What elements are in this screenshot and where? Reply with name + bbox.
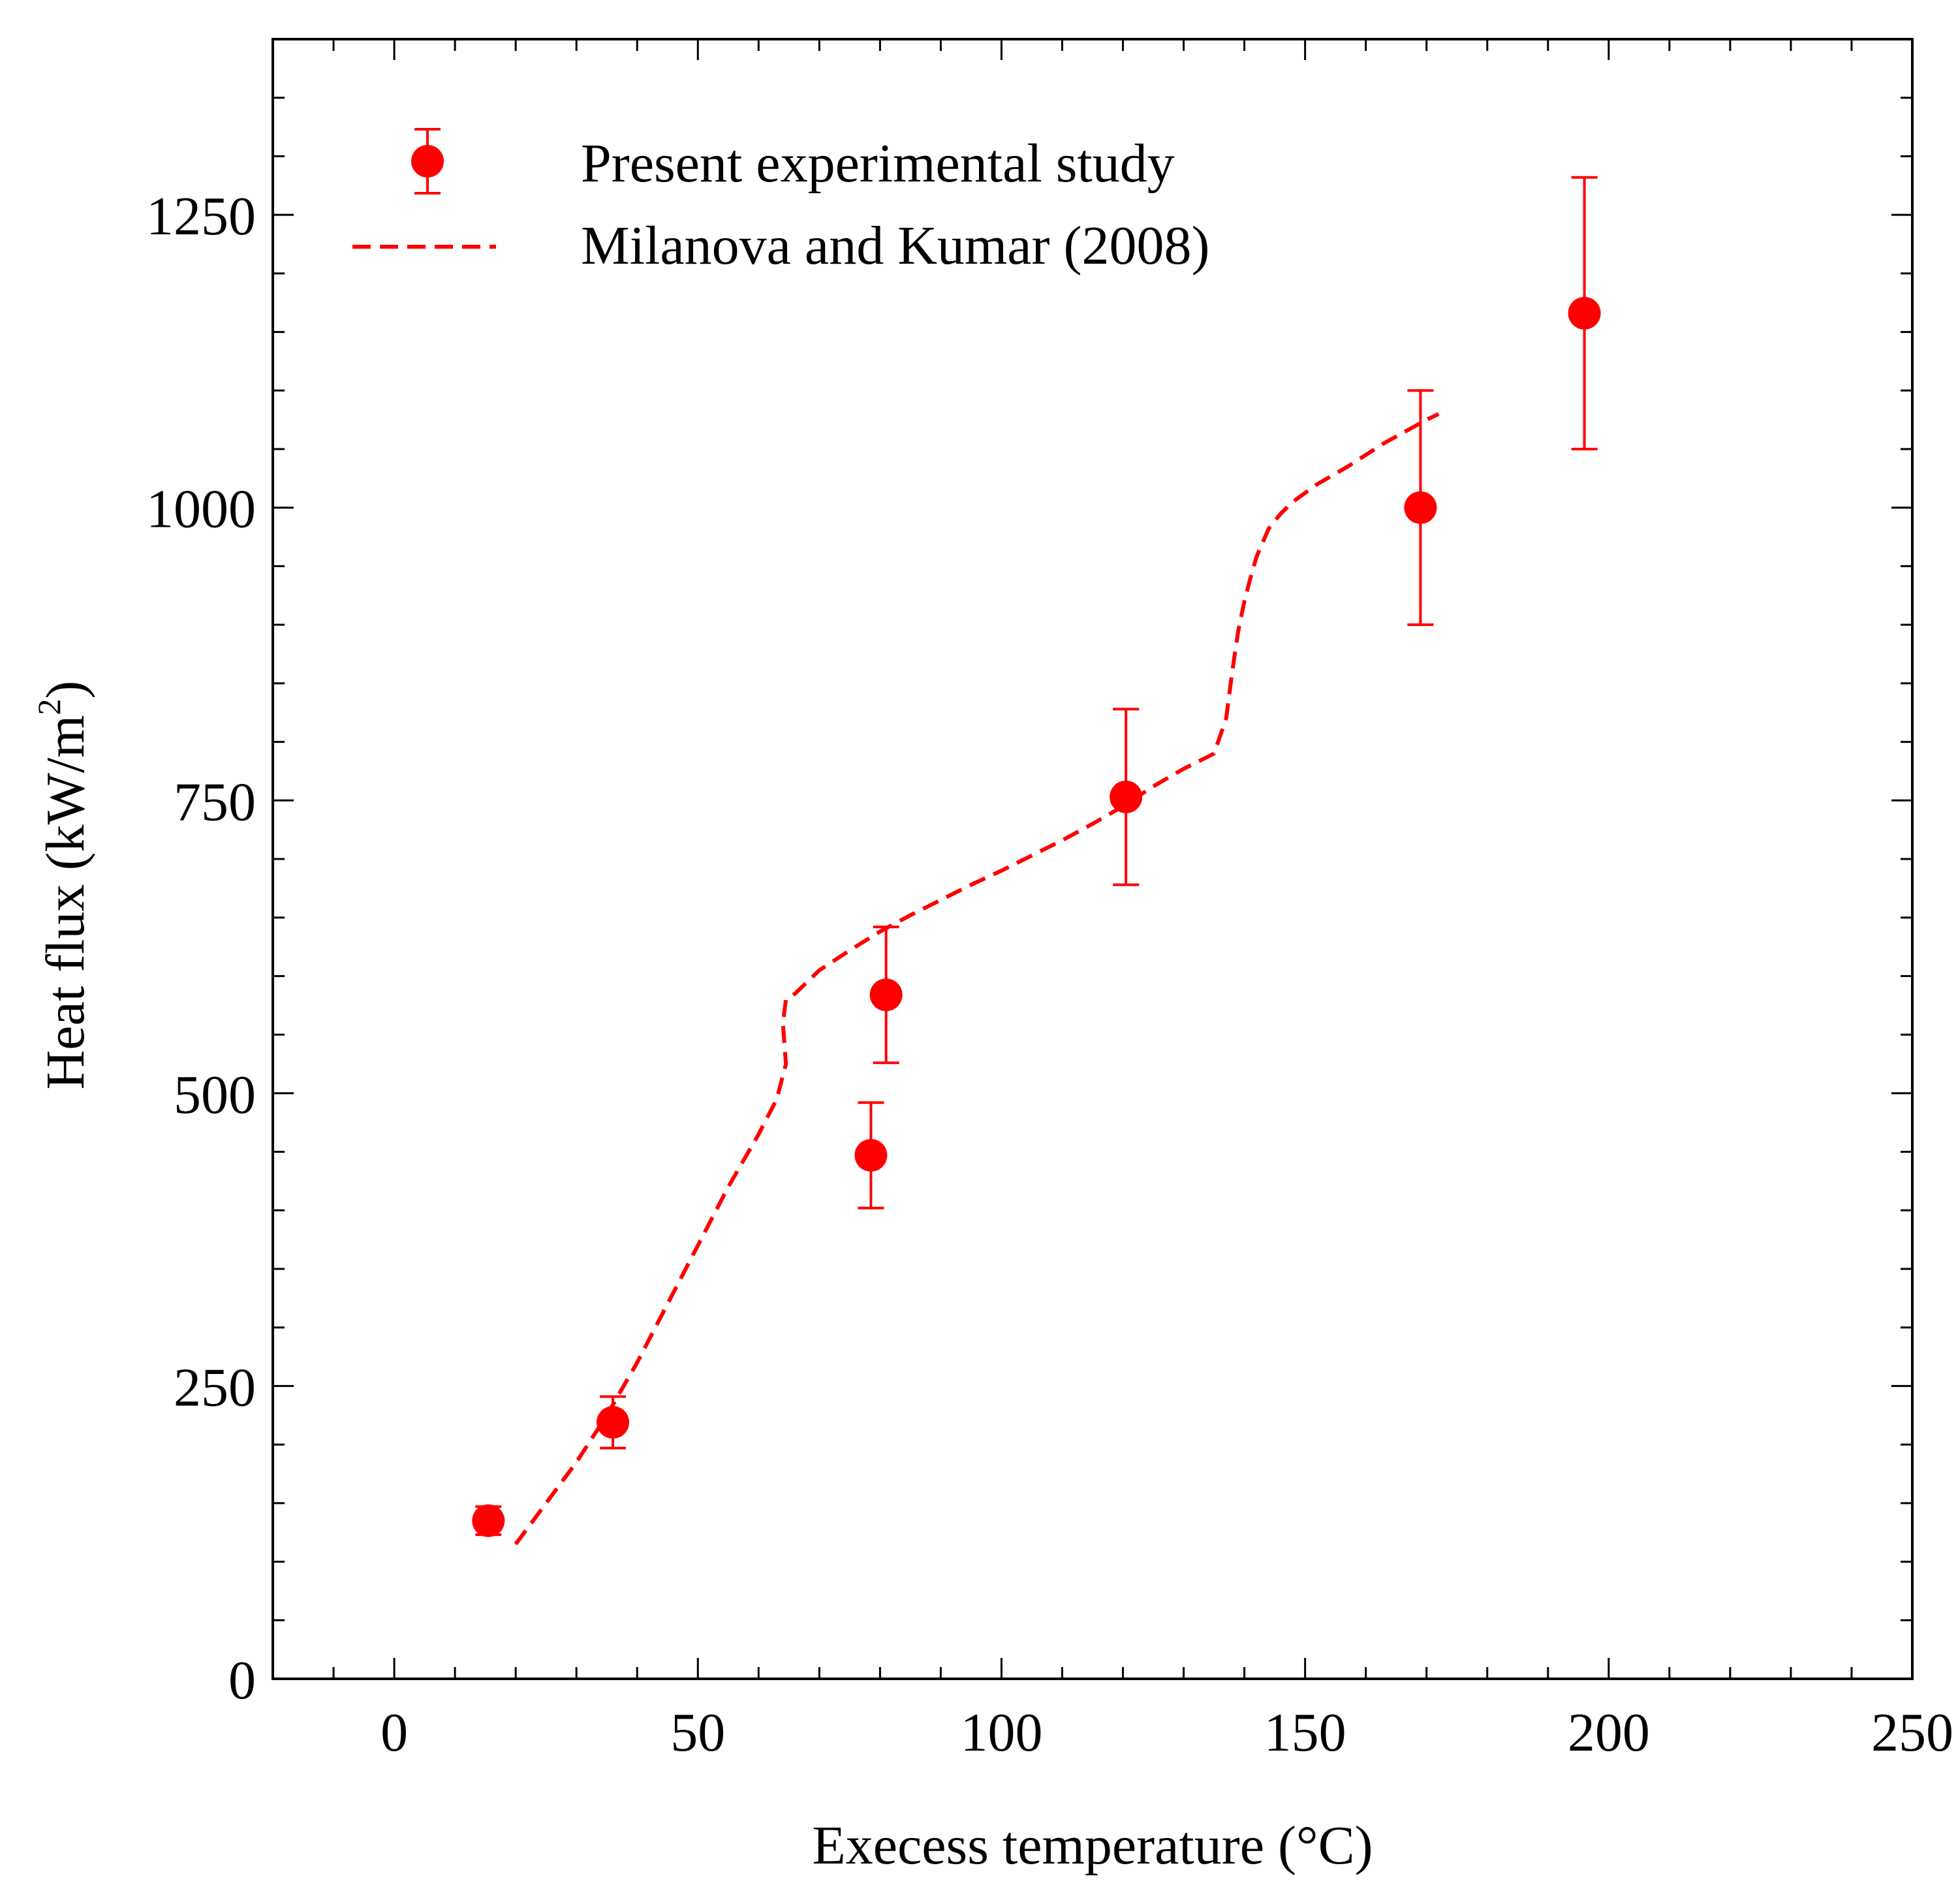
data-point xyxy=(472,1504,505,1537)
data-point xyxy=(1404,491,1437,524)
x-tick-label: 0 xyxy=(381,1702,408,1763)
legend: Present experimental study Milanova and … xyxy=(352,128,1209,276)
series-points-group xyxy=(472,176,1601,1537)
y-tick-label: 1250 xyxy=(146,186,256,247)
y-axis-label-suffix: ) xyxy=(35,681,96,699)
x-tick-labels: 0 50 100 150 200 250 xyxy=(381,1702,1953,1763)
series-line-group xyxy=(514,412,1440,1546)
y-tick-label: 0 xyxy=(228,1650,256,1711)
x-tick-label: 50 xyxy=(670,1702,725,1763)
data-point xyxy=(854,1138,888,1172)
plot-frame xyxy=(272,38,1914,1680)
y-tick-label: 750 xyxy=(174,772,256,832)
legend-label-experimental: Present experimental study xyxy=(581,133,1175,194)
y-axis-label-superscript: 2 xyxy=(31,699,67,715)
data-point xyxy=(597,1406,630,1439)
legend-marker xyxy=(411,145,444,178)
y-tick-label: 250 xyxy=(174,1357,256,1418)
y-tick-labels: 0 250 500 750 1000 1250 xyxy=(146,186,256,1711)
y-axis-label: Heat flux (kW/m2) xyxy=(31,681,96,1090)
minor-ticks xyxy=(272,38,1912,1679)
x-axis-label: Execess temperature (°C) xyxy=(812,1815,1373,1876)
milanova-kumar-dashed-line xyxy=(514,412,1440,1546)
y-tick-label: 500 xyxy=(174,1065,256,1125)
data-point xyxy=(1568,296,1601,330)
y-axis-label-text: Heat flux (kW/m xyxy=(35,715,96,1090)
data-point xyxy=(869,978,903,1012)
x-tick-label: 250 xyxy=(1871,1702,1953,1763)
x-tick-label: 150 xyxy=(1264,1702,1346,1763)
y-tick-label: 1000 xyxy=(146,479,256,540)
legend-label-milanova: Milanova and Kumar (2008) xyxy=(581,215,1209,276)
data-point xyxy=(1110,780,1143,813)
x-tick-label: 200 xyxy=(1568,1702,1650,1763)
x-tick-label: 100 xyxy=(960,1702,1042,1763)
